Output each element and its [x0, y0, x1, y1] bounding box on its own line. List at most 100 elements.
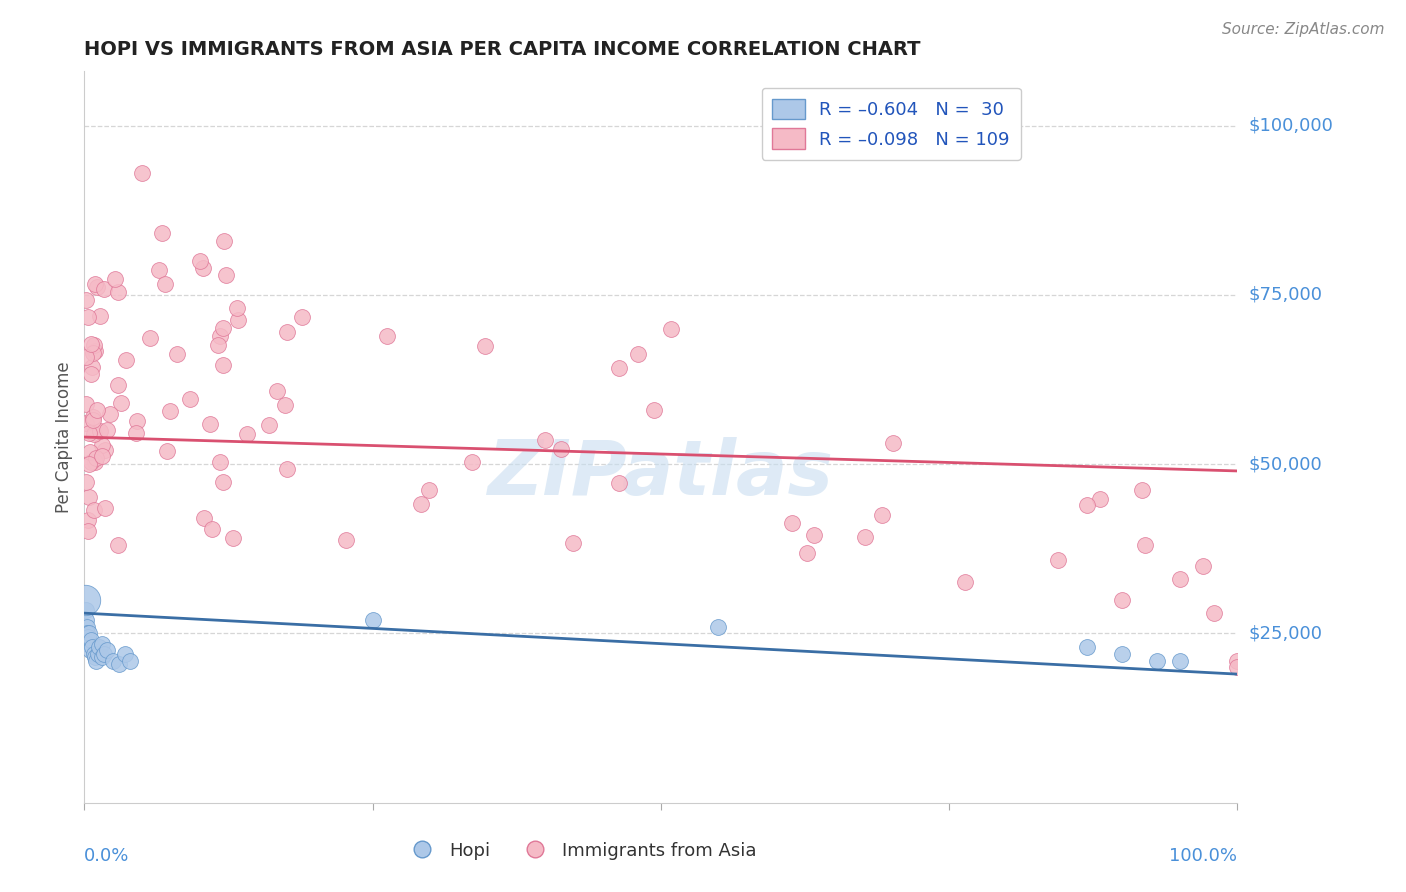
Point	[80, 633, 103, 648]
Point	[96, 423, 118, 437]
Point	[90, 449, 112, 463]
Text: $50,000: $50,000	[1249, 455, 1322, 473]
Point	[1076, 640, 1098, 654]
Point	[93, 501, 115, 516]
Point	[108, 657, 131, 671]
Point	[215, 268, 238, 283]
Point	[361, 613, 384, 627]
Point	[125, 425, 148, 440]
Point	[212, 234, 235, 248]
Point	[80, 455, 103, 469]
Point	[707, 620, 730, 634]
Point	[107, 538, 129, 552]
Point	[86, 279, 108, 293]
Point	[212, 475, 235, 489]
Point	[76, 637, 98, 651]
Point	[276, 325, 298, 339]
Point	[156, 444, 179, 458]
Point	[89, 424, 111, 438]
Point	[782, 516, 804, 531]
Point	[83, 650, 105, 665]
Point	[335, 533, 357, 547]
Point	[1133, 538, 1156, 552]
Point	[221, 532, 243, 546]
Text: $75,000: $75,000	[1249, 285, 1323, 304]
Point	[75, 475, 97, 489]
Point	[607, 360, 630, 375]
Point	[93, 647, 115, 661]
Point	[659, 322, 682, 336]
Point	[76, 630, 98, 644]
Point	[1168, 654, 1191, 668]
Point	[82, 346, 104, 360]
Point	[1191, 558, 1213, 573]
Point	[77, 490, 100, 504]
Point	[82, 413, 104, 427]
Point	[1090, 491, 1112, 506]
Point	[644, 402, 666, 417]
Point	[461, 455, 484, 469]
Point	[550, 442, 572, 457]
Point	[274, 398, 297, 412]
Point	[225, 301, 247, 315]
Point	[198, 417, 221, 431]
Point	[75, 397, 97, 411]
Point	[89, 640, 111, 654]
Point	[80, 367, 103, 381]
Point	[79, 445, 101, 459]
Point	[139, 331, 162, 345]
Point	[84, 450, 107, 465]
Point	[212, 358, 235, 372]
Point	[953, 574, 976, 589]
Point	[77, 626, 100, 640]
Point	[90, 637, 112, 651]
Point	[207, 337, 229, 351]
Legend: Hopi, Immigrants from Asia: Hopi, Immigrants from Asia	[396, 835, 763, 867]
Point	[150, 226, 173, 240]
Point	[1226, 654, 1249, 668]
Point	[104, 271, 127, 285]
Point	[796, 546, 818, 560]
Text: 0.0%: 0.0%	[84, 847, 129, 864]
Point	[79, 643, 101, 657]
Point	[76, 513, 98, 527]
Point	[1130, 483, 1153, 497]
Point	[73, 592, 96, 607]
Point	[75, 603, 97, 617]
Point	[77, 457, 100, 471]
Point	[803, 528, 825, 542]
Point	[266, 384, 288, 398]
Point	[209, 328, 232, 343]
Point	[84, 654, 107, 668]
Point	[98, 407, 121, 421]
Point	[77, 425, 100, 440]
Point	[75, 350, 97, 364]
Point	[76, 620, 98, 634]
Point	[91, 438, 114, 452]
Point	[153, 277, 176, 291]
Point	[607, 475, 630, 490]
Point	[114, 647, 136, 661]
Point	[83, 277, 105, 291]
Point	[853, 530, 876, 544]
Point	[1111, 647, 1133, 661]
Point	[76, 626, 98, 640]
Point	[148, 262, 170, 277]
Point	[83, 337, 105, 351]
Point	[1226, 660, 1249, 674]
Point	[1146, 654, 1168, 668]
Point	[375, 328, 398, 343]
Point	[166, 347, 188, 361]
Point	[83, 426, 105, 441]
Point	[107, 285, 129, 299]
Point	[1111, 592, 1133, 607]
Point	[212, 321, 235, 335]
Point	[96, 643, 118, 657]
Point	[1047, 553, 1070, 567]
Point	[110, 396, 132, 410]
Point	[474, 339, 496, 353]
Point	[188, 254, 211, 268]
Point	[179, 392, 201, 406]
Point	[1204, 606, 1226, 620]
Point	[236, 426, 259, 441]
